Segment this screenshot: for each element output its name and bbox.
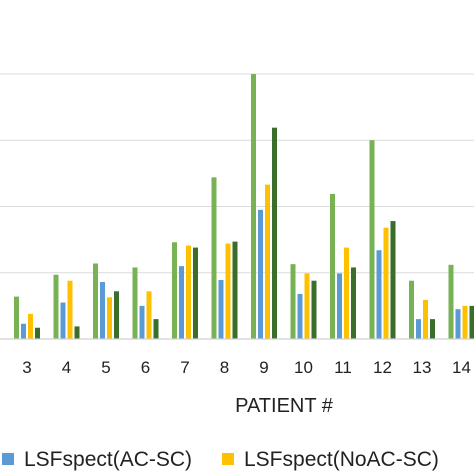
bar-patient-4-series-1 — [53, 274, 59, 339]
bar-patient-13-series-3 — [423, 299, 428, 339]
bar-patient-8-series-2 — [218, 280, 224, 339]
x-axis-title: PATIENT # — [235, 395, 334, 417]
bar-patient-11-series-4 — [351, 267, 356, 339]
bar-patient-10-series-2 — [297, 293, 303, 339]
legend-swatch — [2, 453, 14, 465]
legend-label: LSFspect(NoAC-SC) — [244, 448, 439, 471]
bar-patient-5-series-1 — [93, 263, 98, 339]
x-tick-label: 4 — [62, 358, 71, 377]
bar-patient-11-series-2 — [337, 273, 342, 339]
x-tick-label: 13 — [413, 358, 432, 377]
x-tick-label: 12 — [373, 358, 392, 377]
bar-patient-4-series-4 — [74, 326, 80, 339]
x-tick-label: 6 — [141, 358, 150, 377]
bar-patient-6-series-3 — [146, 291, 152, 339]
bar-patient-12-series-2 — [376, 250, 382, 339]
bar-patient-12-series-1 — [369, 140, 375, 339]
bar-patient-4-series-2 — [60, 302, 66, 339]
bar-patient-7-series-3 — [186, 245, 191, 339]
x-tick-label: 5 — [101, 358, 110, 377]
bar-patient-5-series-2 — [100, 282, 105, 339]
bars — [14, 74, 474, 339]
bar-patient-3-series-2 — [21, 323, 26, 339]
legend: LSFspect(AC-SC) LSFspect(NoAC-SC) — [2, 448, 439, 471]
bar-patient-5-series-3 — [107, 297, 112, 339]
bar-patient-11-series-1 — [330, 193, 335, 339]
bar-patient-8-series-4 — [232, 241, 238, 339]
bar-patient-8-series-3 — [225, 243, 231, 339]
bar-patient-12-series-3 — [383, 227, 389, 339]
x-tick-labels: 3 4 5 6 7 8 9 10 11 12 13 14 — [22, 358, 471, 377]
bar-patient-11-series-3 — [344, 247, 349, 339]
x-tick-label: 11 — [334, 358, 352, 377]
bar-patient-13-series-4 — [430, 319, 435, 339]
x-tick-label: 3 — [22, 358, 31, 377]
bar-patient-4-series-3 — [67, 280, 73, 339]
bar-patient-13-series-1 — [409, 280, 414, 339]
bar-patient-8-series-1 — [211, 177, 217, 339]
bar-patient-3-series-1 — [14, 296, 19, 339]
legend-label: LSFspect(AC-SC) — [24, 448, 192, 471]
bar-patient-12-series-4 — [390, 221, 396, 339]
bar-patient-3-series-3 — [28, 313, 33, 339]
legend-swatch — [222, 453, 234, 465]
bar-patient-9-series-1 — [251, 74, 256, 339]
bar-patient-7-series-2 — [179, 266, 184, 339]
bar-patient-10-series-4 — [311, 280, 317, 339]
x-tick-label: 14 — [452, 358, 471, 377]
bar-patient-14-series-1 — [448, 264, 454, 339]
bar-patient-9-series-3 — [265, 184, 270, 339]
bar-patient-13-series-2 — [416, 319, 421, 339]
bar-patient-3-series-4 — [35, 327, 40, 339]
bar-patient-6-series-4 — [153, 319, 159, 339]
bar-patient-6-series-1 — [132, 267, 138, 339]
x-tick-label: 8 — [220, 358, 229, 377]
bar-patient-14-series-3 — [462, 305, 468, 339]
bar-patient-5-series-4 — [114, 291, 119, 339]
bar-patient-14-series-2 — [455, 309, 461, 339]
bar-patient-10-series-3 — [304, 273, 310, 339]
x-tick-label: 10 — [294, 358, 313, 377]
bar-patient-9-series-2 — [258, 209, 263, 339]
bar-patient-14-series-4 — [469, 305, 474, 339]
bar-patient-7-series-4 — [193, 247, 198, 339]
bar-patient-6-series-2 — [139, 305, 145, 339]
x-tick-label: 7 — [180, 358, 189, 377]
bar-patient-9-series-4 — [272, 127, 277, 339]
bar-patient-10-series-1 — [290, 264, 296, 339]
x-tick-label: 9 — [259, 358, 268, 377]
bar-patient-7-series-1 — [172, 242, 177, 339]
